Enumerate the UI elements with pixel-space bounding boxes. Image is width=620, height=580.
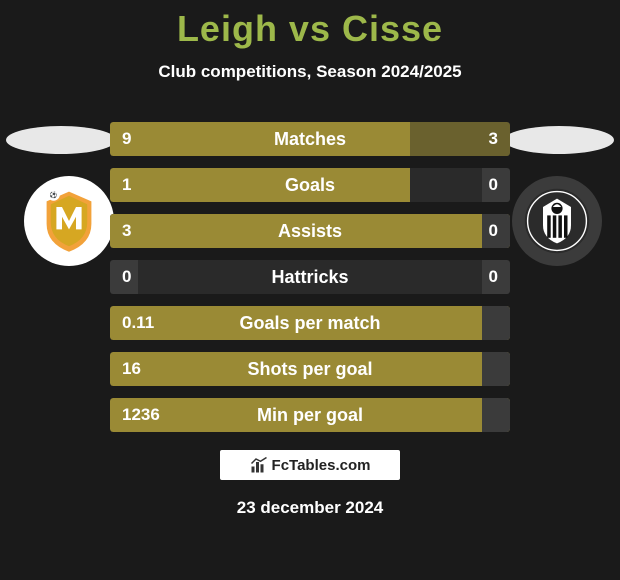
mk-dons-crest-icon: ⚽ [34, 186, 104, 256]
chart-icon [250, 456, 268, 474]
shadow-ellipse-right [504, 126, 614, 154]
stat-value-right: 0 [489, 214, 498, 248]
team-crest-right [512, 176, 602, 266]
stat-value-left: 3 [122, 214, 131, 248]
stat-label: Shots per goal [110, 352, 510, 386]
stat-value-left: 16 [122, 352, 141, 386]
team-crest-left: ⚽ [24, 176, 114, 266]
stat-row: Assists3 0 [110, 214, 510, 248]
shadow-ellipse-left [6, 126, 116, 154]
site-logo[interactable]: FcTables.com [220, 450, 400, 480]
stat-value-right: 0 [489, 168, 498, 202]
stat-value-left: 1 [122, 168, 131, 202]
stat-label: Goals per match [110, 306, 510, 340]
stat-row: Hattricks0 0 [110, 260, 510, 294]
stat-label: Assists [110, 214, 510, 248]
stat-label: Goals [110, 168, 510, 202]
stat-row: Matches9 3 [110, 122, 510, 156]
stat-value-left: 0.11 [122, 306, 154, 340]
footer-date: 23 december 2024 [0, 498, 620, 518]
stat-label: Min per goal [110, 398, 510, 432]
stat-row: Goals1 0 [110, 168, 510, 202]
stat-row: Min per goal1236 [110, 398, 510, 432]
stat-label: Hattricks [110, 260, 510, 294]
stat-rows: Matches93Goals10Assists30Hattricks00Goal… [110, 122, 510, 444]
site-logo-text: FcTables.com [272, 457, 371, 474]
notts-county-crest-icon [522, 186, 592, 256]
subtitle: Club competitions, Season 2024/2025 [0, 62, 620, 82]
stat-row: Shots per goal16 [110, 352, 510, 386]
stat-value-left: 0 [122, 260, 131, 294]
stat-value-right: 0 [489, 260, 498, 294]
stat-row: Goals per match0.11 [110, 306, 510, 340]
page-title: Leigh vs Cisse [0, 0, 620, 50]
stat-label: Matches [110, 122, 510, 156]
stat-value-left: 9 [122, 122, 131, 156]
svg-text:⚽: ⚽ [49, 191, 58, 199]
stat-value-left: 1236 [122, 398, 160, 432]
stat-value-right: 3 [489, 122, 498, 156]
